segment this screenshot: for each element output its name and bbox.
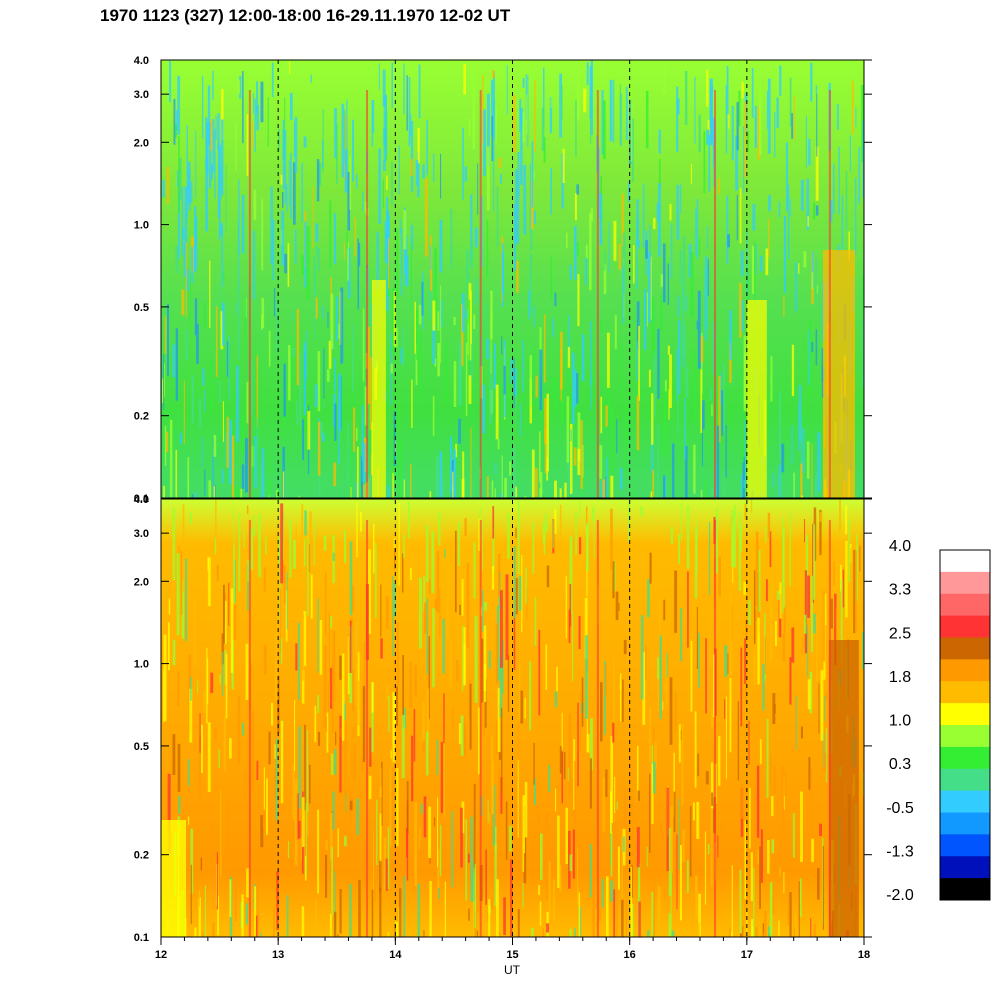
panel-frame-0 [160,59,865,499]
x-axis: 12 13 14 15 16 17 18 [155,937,870,961]
colorbar-swatch [940,637,990,660]
colorbar-label: 4.0 [889,538,911,555]
colorbar-labels: 4.0 3.3 2.5 1.8 1.0 0.3 -0.5 -1.3 -2.0 [886,538,914,904]
y-tick-label: 2.0 [134,576,149,588]
colorbar-label: -2.0 [886,887,914,904]
hour-marker-lines [277,60,748,937]
colorbar-swatch [940,615,990,639]
x-tick-label: 14 [389,949,402,961]
y-tick-label: 0.2 [134,850,149,862]
colorbar-swatch [940,878,990,901]
y-tick-label: 0.5 [134,302,149,314]
colorbar-label: 1.0 [889,713,911,730]
colorbar-swatch [940,659,990,682]
x-tick-label: 13 [272,949,284,961]
y-tick-label: 3.0 [134,89,149,101]
colorbar-label: 1.8 [889,669,911,686]
y-tick-label: 0.5 [134,741,149,753]
colorbar-swatch [940,593,990,617]
y-tick-label: 1.0 [134,220,149,232]
colorbar-label: -0.5 [886,800,914,817]
x-tick-label: 12 [155,949,167,961]
x-tick-label: 18 [858,949,870,961]
colorbar-swatch [940,768,990,792]
colorbar-label: 3.3 [889,582,911,599]
chart-title: 1970 1123 (327) 12:00-18:00 16-29.11.197… [100,6,511,25]
y-tick-label: 3.0 [134,528,149,540]
y-tick-label: 0.2 [134,411,149,423]
colorbar-swatch [940,856,990,879]
colorbar-swatch [940,681,990,704]
colorbar-swatch [940,812,990,835]
x-tick-label: 15 [506,949,518,961]
colorbar-swatch [940,834,990,857]
y-tick-label: 0.1 [134,493,149,505]
colorbar-label: -1.3 [886,843,914,860]
colorbar-label: 2.5 [889,625,911,642]
x-tick-label: 16 [624,949,636,961]
y-tick-label: 4.0 [134,494,149,506]
colorbar-swatch [940,703,990,726]
colorbar-swatch [940,790,990,814]
y-axes: 0.10.20.51.02.03.04.00.10.20.51.02.03.04… [134,55,872,944]
upper-panel [161,60,864,498]
colorbar-swatch [940,746,990,770]
colorbar-swatch [940,550,990,573]
colorbar-frame [939,549,991,901]
colorbar-swatch [940,725,990,748]
x-axis-label: UT [504,963,521,977]
y-tick-label: 0.1 [134,932,149,944]
colorbar [939,549,991,901]
x-tick-label: 17 [741,949,753,961]
colorbar-swatch [940,571,990,595]
colorbar-label: 0.3 [889,756,911,773]
y-tick-label: 2.0 [134,137,149,149]
y-tick-label: 4.0 [134,55,149,67]
y-tick-label: 1.0 [134,659,149,671]
